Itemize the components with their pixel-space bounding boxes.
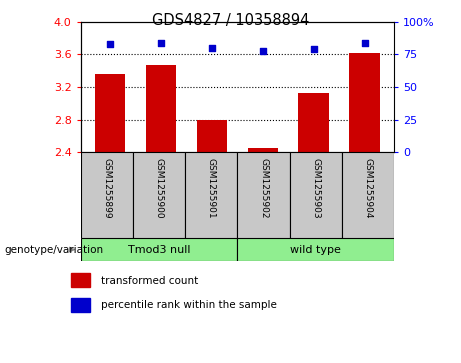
Text: wild type: wild type: [290, 245, 341, 254]
Bar: [81, 152, 133, 238]
Point: [106, 41, 114, 47]
Text: GSM1255899: GSM1255899: [102, 158, 111, 219]
Point: [361, 40, 368, 46]
Bar: [185, 152, 237, 238]
Bar: [133, 152, 185, 238]
Bar: [71, 298, 90, 312]
Text: percentile rank within the sample: percentile rank within the sample: [101, 301, 277, 310]
Bar: [197, 120, 227, 152]
Point: [310, 46, 318, 52]
Text: transformed count: transformed count: [101, 276, 198, 286]
Text: GSM1255904: GSM1255904: [364, 158, 372, 219]
Bar: [95, 74, 125, 152]
Text: GDS4827 / 10358894: GDS4827 / 10358894: [152, 13, 309, 28]
Text: Tmod3 null: Tmod3 null: [128, 245, 190, 254]
Text: GSM1255902: GSM1255902: [259, 158, 268, 219]
Text: genotype/variation: genotype/variation: [5, 245, 104, 254]
Point: [208, 45, 216, 51]
Point: [259, 48, 266, 53]
Text: GSM1255900: GSM1255900: [154, 158, 164, 219]
Bar: [237, 238, 394, 261]
Bar: [248, 148, 278, 152]
Bar: [237, 152, 290, 238]
Bar: [81, 238, 237, 261]
Text: GSM1255901: GSM1255901: [207, 158, 216, 219]
Bar: [71, 273, 90, 287]
Bar: [290, 152, 342, 238]
Bar: [342, 152, 394, 238]
Text: GSM1255903: GSM1255903: [311, 158, 320, 219]
Bar: [146, 65, 177, 152]
Point: [157, 40, 165, 46]
Bar: [298, 93, 329, 152]
Bar: [349, 53, 380, 152]
